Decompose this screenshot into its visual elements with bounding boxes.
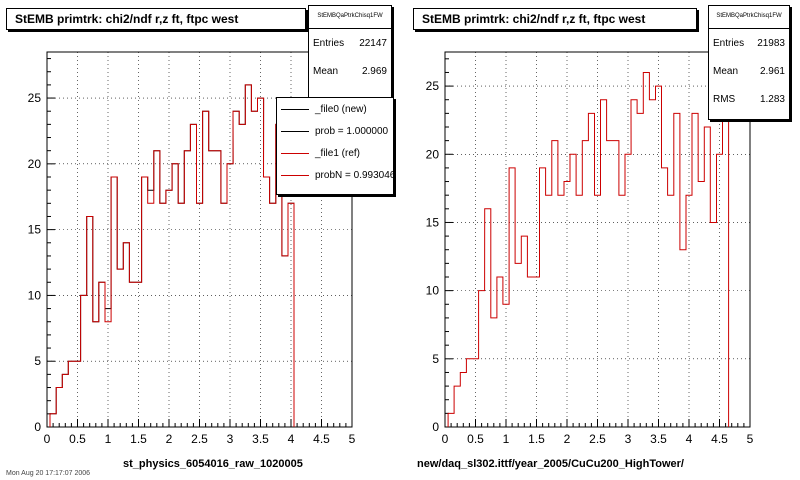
- x-tick-label: 4.5: [711, 432, 728, 446]
- legend-entry-prob: prob = 1.000000: [277, 120, 393, 142]
- x-tick-label: 2.5: [191, 432, 208, 446]
- x-tick-label: 1.5: [130, 432, 147, 446]
- chart2: 0 0.5 1 1.5 2 2.5 3 3.5 4 4.5 5 0 5 10 15 20 25: [426, 51, 754, 446]
- x-tick-label: 0: [442, 432, 449, 446]
- legend-entry-ref: _file1 (ref): [277, 142, 393, 164]
- chart1-x-axis-title: st_physics_6054016_raw_1020005: [123, 458, 303, 470]
- legend-swatch-new: [281, 108, 309, 110]
- histogram-series-ref: [447, 72, 730, 427]
- y-tick-label: 0: [432, 420, 439, 434]
- y-tick-label: 20: [426, 147, 440, 161]
- chart1-stats-entries: Entries 22147: [313, 37, 387, 49]
- histogram-series-ref: [49, 84, 295, 427]
- legend-swatch-prob: [281, 130, 309, 132]
- x-tick-label: 3.5: [650, 432, 667, 446]
- chart1-stats-name: StEMBQaPtrkChisq1FW: [309, 6, 391, 29]
- y-tick-label: 25: [426, 79, 440, 93]
- x-tick-label: 5: [349, 432, 356, 446]
- x-tick-label: 2: [564, 432, 571, 446]
- x-tick-label: 4.5: [313, 432, 330, 446]
- x-tick-label: 3: [227, 432, 234, 446]
- chart1-legend: _file0 (new) prob = 1.000000 _file1 (ref…: [276, 97, 394, 195]
- y-tick-label: 10: [28, 288, 42, 302]
- y-tick-label: 10: [426, 284, 440, 298]
- legend-entry-new: _file0 (new): [277, 98, 393, 120]
- x-tick-label: 3.5: [252, 432, 269, 446]
- x-tick-label: 4: [288, 432, 295, 446]
- x-tick-label: 0: [44, 432, 51, 446]
- x-tick-label: 4: [686, 432, 693, 446]
- chart1-title: StEMB primtrk: chi2/ndf r,z ft, ftpc wes…: [6, 8, 306, 30]
- chart2-stats-name: StEMBQaPtrkChisq1FW: [709, 6, 789, 29]
- x-tick-label: 2: [166, 432, 173, 446]
- y-tick-label: 15: [28, 223, 42, 237]
- chart2-stats-entries: Entries 21983: [713, 37, 785, 49]
- x-tick-label: 1: [503, 432, 510, 446]
- y-tick-label: 15: [426, 215, 440, 229]
- x-tick-label: 0.5: [69, 432, 86, 446]
- timestamp-footer: Mon Aug 20 17:17:07 2006: [6, 470, 91, 477]
- legend-swatch-ref: [281, 152, 309, 154]
- chart2-stats-mean: Mean 2.961: [713, 65, 785, 77]
- x-tick-label: 3: [625, 432, 632, 446]
- x-tick-label: 1.5: [528, 432, 545, 446]
- x-tick-label: 0.5: [467, 432, 484, 446]
- y-tick-label: 5: [432, 352, 439, 366]
- x-tick-label: 1: [105, 432, 112, 446]
- legend-entry-probn: probN = 0.993046: [277, 164, 393, 186]
- x-tick-label: 5: [747, 432, 754, 446]
- x-tick-label: 2.5: [589, 432, 606, 446]
- y-tick-label: 20: [28, 157, 42, 171]
- y-tick-label: 25: [28, 91, 42, 105]
- chart1-stats-mean: Mean 2.969: [313, 65, 387, 77]
- y-tick-label: 0: [34, 420, 41, 434]
- chart2-stats-box: StEMBQaPtrkChisq1FW Entries 21983 Mean 2.9…: [708, 5, 790, 120]
- chart2-stats-rms: RMS 1.283: [713, 93, 785, 105]
- legend-swatch-probn: [281, 174, 309, 176]
- y-tick-label: 5: [34, 354, 41, 368]
- chart2-x-axis-title: new/daq_sl302.ittf/year_2005/CuCu200_Hig…: [417, 458, 684, 470]
- chart2-title: StEMB primtrk: chi2/ndf r,z ft, ftpc wes…: [413, 8, 697, 30]
